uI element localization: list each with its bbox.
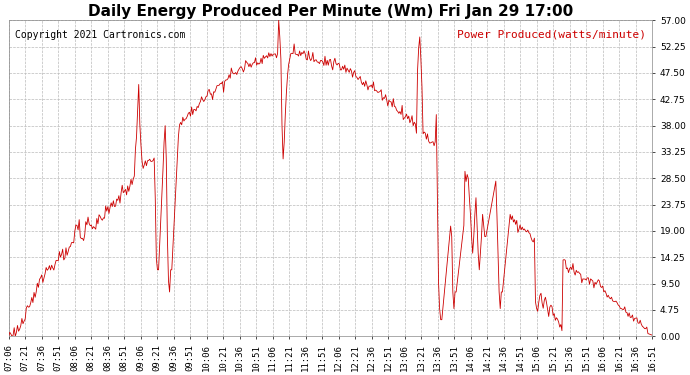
Text: Copyright 2021 Cartronics.com: Copyright 2021 Cartronics.com [15,30,186,40]
Text: Power Produced(watts/minute): Power Produced(watts/minute) [457,30,646,40]
Title: Daily Energy Produced Per Minute (Wm) Fri Jan 29 17:00: Daily Energy Produced Per Minute (Wm) Fr… [88,4,573,19]
